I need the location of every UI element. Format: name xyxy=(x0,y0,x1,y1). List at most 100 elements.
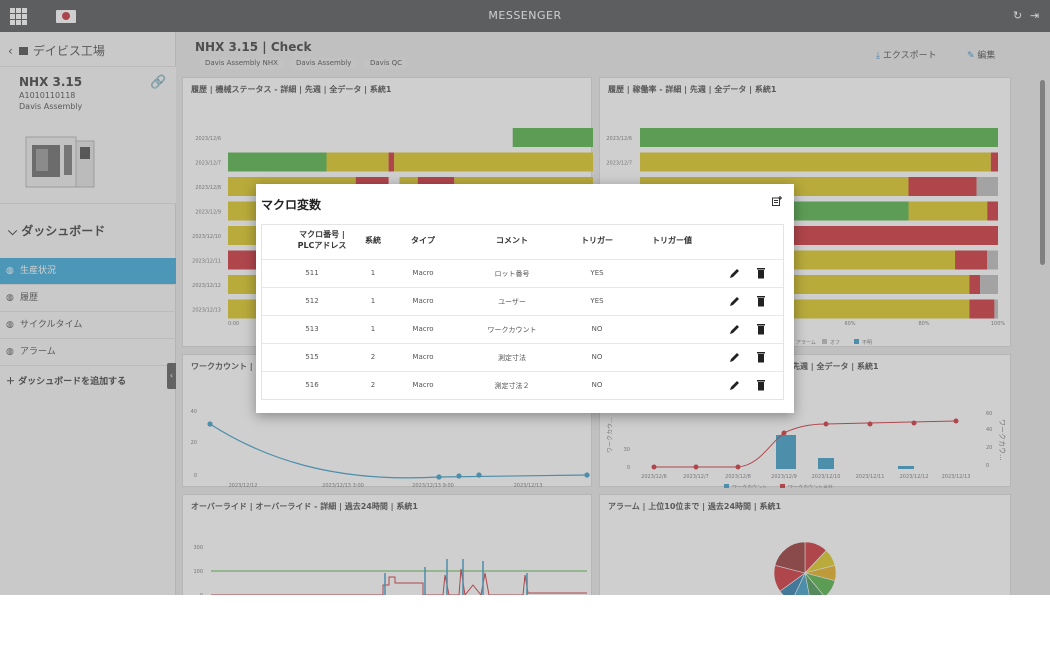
rate-bar-segment xyxy=(980,275,998,294)
table-row[interactable]: 511 1 Macro ロット番号 YES xyxy=(262,259,783,287)
table-row[interactable]: 512 1 Macro ユーザー YES xyxy=(262,287,783,315)
sidebar-item-alarm[interactable]: ◍ アラーム xyxy=(0,339,176,366)
refresh-icon[interactable]: ↻ xyxy=(1013,9,1023,22)
table-row[interactable]: 515 2 Macro 測定寸法 NO xyxy=(262,343,783,371)
collapse-sidebar-button[interactable]: ‹ xyxy=(167,363,176,389)
card-title: ワークカウント | xyxy=(191,362,253,371)
tag-chip[interactable]: Davis Assembly xyxy=(290,58,358,69)
status-bar-segment xyxy=(228,152,327,172)
delete-trash-icon[interactable] xyxy=(756,323,766,335)
apps-grid-icon[interactable] xyxy=(10,8,27,25)
add-dashboard-label: ダッシュボードを追加する xyxy=(18,377,127,387)
japan-flag-icon[interactable] xyxy=(56,10,76,23)
delete-trash-icon[interactable] xyxy=(756,295,766,307)
card-title: アラーム | 上位10位まで | 過去24時間 | 系統1 xyxy=(608,502,782,511)
add-variable-icon[interactable] xyxy=(772,196,782,206)
edit-pencil-icon[interactable] xyxy=(729,379,739,391)
delete-trash-icon[interactable] xyxy=(756,267,766,279)
trigger-cell: YES xyxy=(590,297,604,305)
y-tick-label: 2023/12/6 xyxy=(195,136,221,142)
x-tick-label: 2023/12/9 xyxy=(771,474,797,480)
edit-icon: ✎ xyxy=(967,51,978,61)
alarm-card: アラーム | 上位10位まで | 過去24時間 | 系統1 xyxy=(599,494,1011,595)
macro-id-cell: 513 xyxy=(305,325,319,333)
globe-icon: ◍ xyxy=(6,266,14,276)
x-tick-label: 2023/12/12 xyxy=(229,483,258,488)
sidebar-item-label: サイクルタイム xyxy=(20,320,83,330)
column-header: コメント xyxy=(496,236,528,245)
rate-bar-segment xyxy=(969,275,981,294)
trigger-cell: NO xyxy=(591,353,603,361)
legend-label: ワークカウント xyxy=(732,484,767,488)
override-red-line xyxy=(211,568,587,595)
edit-pencil-icon[interactable] xyxy=(729,351,739,363)
sidebar-item-label: 生産状況 xyxy=(20,266,57,276)
sidebar-item-production[interactable]: ◍ 生産状況 xyxy=(0,258,176,285)
dialog-title: マクロ変数 xyxy=(261,198,322,212)
macro-table: マクロ番号 | PLCアドレス 系統 タイプ コメント トリガー トリガー値 5… xyxy=(261,224,784,400)
x-tick-label: 60% xyxy=(844,321,855,327)
type-cell: Macro xyxy=(412,297,434,305)
trigger-cell: YES xyxy=(590,269,604,277)
y-right-tick-label: 20 xyxy=(986,445,992,451)
y-tick-label: 2023/12/13 xyxy=(192,308,221,314)
table-row[interactable]: 513 1 Macro ワークカウント NO xyxy=(262,315,783,343)
machine-image xyxy=(25,136,95,188)
data-point xyxy=(781,430,787,436)
edit-pencil-icon[interactable] xyxy=(729,295,739,307)
rate-bar-segment xyxy=(987,250,998,270)
rate-bar-segment xyxy=(990,152,998,172)
edit-pencil-icon[interactable] xyxy=(729,323,739,335)
y-axis-label: ワークカウ... xyxy=(606,417,614,453)
edit-pencil-icon[interactable] xyxy=(729,267,739,279)
x-tick-label: 2023/12/13 xyxy=(942,474,971,480)
data-point xyxy=(867,421,873,427)
macro-id-cell: 512 xyxy=(305,297,319,305)
tag-chip[interactable]: Davis QC xyxy=(364,58,409,69)
card-title: オーバーライド | オーバーライド - 詳細 | 過去24時間 | 系統1 xyxy=(191,502,418,511)
factory-icon xyxy=(18,47,28,55)
line-cell: 2 xyxy=(370,353,376,361)
y-tick-label: 2023/12/12 xyxy=(192,283,221,289)
work-count-bar xyxy=(818,458,834,469)
rate-bar-segment xyxy=(640,128,998,147)
data-point xyxy=(735,464,741,470)
x-tick-label: 2023/12/7 xyxy=(683,474,709,480)
delete-trash-icon[interactable] xyxy=(756,351,766,363)
y-right-tick-label: 0 xyxy=(986,463,989,469)
globe-icon: ◍ xyxy=(6,293,14,303)
download-icon: ⤓ xyxy=(876,51,883,61)
legend-label: オフ xyxy=(830,340,840,346)
x-tick-label: 2023/12/12 xyxy=(900,474,929,480)
status-bar-segment xyxy=(388,152,395,172)
edit-button[interactable]: ✎ 編集 xyxy=(967,48,995,61)
tag-chip[interactable]: Davis Assembly NHX xyxy=(199,58,284,69)
page-title: NHX 3.15 | Check xyxy=(195,40,312,54)
legend-swatch xyxy=(854,339,859,344)
data-point xyxy=(207,421,213,427)
line-cell: 1 xyxy=(370,297,376,305)
dashboard-heading[interactable]: ⌵ ダッシュボード xyxy=(8,222,105,239)
column-header: トリガー xyxy=(581,236,613,245)
export-button[interactable]: ⤓ エクスポート xyxy=(876,48,937,61)
y-tick-label: 0 xyxy=(627,465,630,471)
back-to-factory-link[interactable]: ‹ デイビス工場 xyxy=(8,42,105,59)
page-scrollbar[interactable] xyxy=(1040,80,1045,265)
data-point xyxy=(584,472,590,478)
table-row[interactable]: 516 2 Macro 測定寸法２ NO xyxy=(262,371,783,399)
card-title: 履歴 | 機械ステータス - 詳細 | 先週 | 全データ | 系統1 xyxy=(191,85,392,94)
link-icon[interactable]: 🔗 xyxy=(150,75,167,90)
sidebar-item-cycle-time[interactable]: ◍ サイクルタイム xyxy=(0,312,176,339)
logout-icon[interactable]: ⇥ xyxy=(1030,9,1040,22)
legend-swatch xyxy=(780,484,785,488)
comment-cell: 測定寸法 xyxy=(498,354,526,362)
delete-trash-icon[interactable] xyxy=(756,379,766,391)
add-dashboard-button[interactable]: ＋ ダッシュボードを追加する xyxy=(6,374,126,387)
data-point xyxy=(476,472,482,478)
macro-id-cell: 515 xyxy=(305,353,319,361)
device-line: Davis Assembly xyxy=(19,102,83,111)
sidebar-item-history[interactable]: ◍ 履歴 xyxy=(0,285,176,312)
device-name: NHX 3.15 xyxy=(19,75,83,89)
y-tick-label: 0 xyxy=(194,473,197,479)
